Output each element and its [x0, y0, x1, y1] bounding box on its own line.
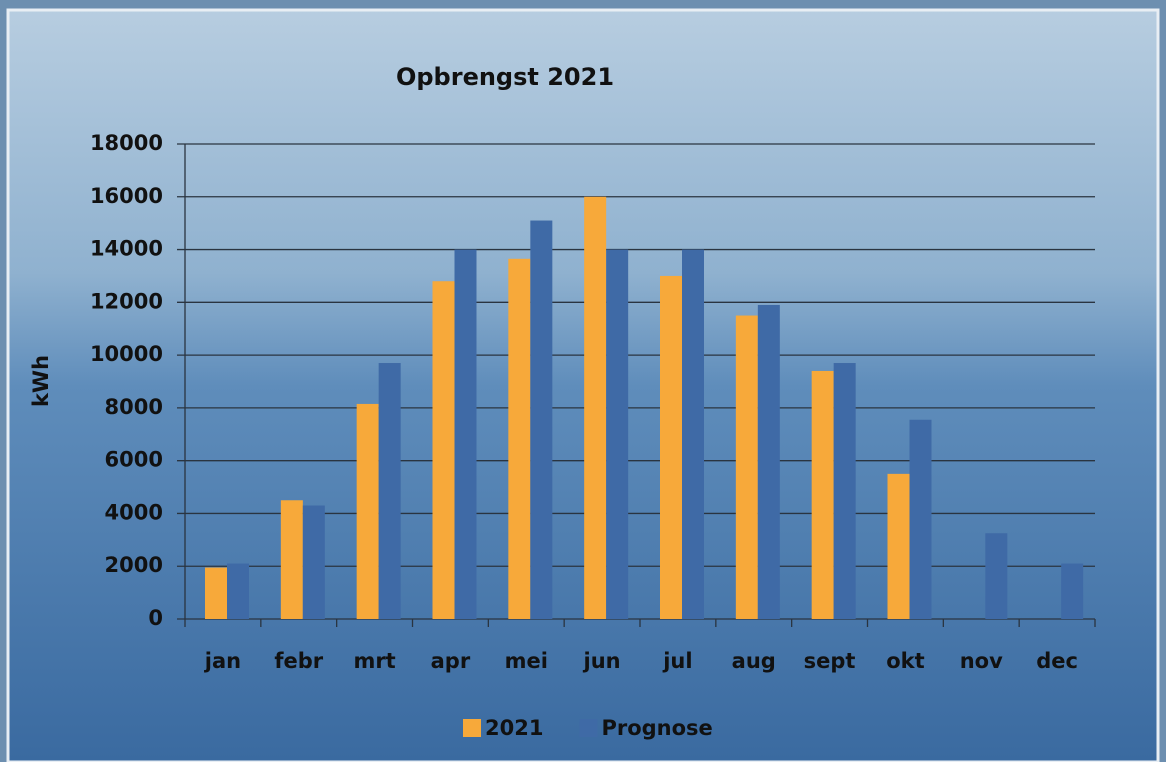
x-tick-label: dec [1036, 649, 1078, 673]
x-tick-label: mrt [353, 649, 395, 673]
bar [660, 276, 682, 619]
y-tick-label: 14000 [90, 237, 163, 261]
x-tick-label: aug [732, 649, 776, 673]
y-tick-label: 18000 [90, 131, 163, 155]
y-tick-label: 8000 [105, 395, 163, 419]
bar [910, 420, 932, 619]
bar [379, 363, 401, 619]
bar [227, 564, 249, 619]
bar [736, 316, 758, 619]
legend-label: Prognose [601, 716, 712, 740]
y-tick-label: 4000 [105, 500, 163, 524]
y-tick-label: 2000 [105, 553, 163, 577]
x-tick-label: sept [804, 649, 856, 673]
bar [888, 474, 910, 619]
x-tick-label: jan [204, 649, 241, 673]
bar [682, 250, 704, 619]
y-tick-label: 12000 [90, 289, 163, 313]
x-tick-label: jul [662, 649, 692, 673]
bar [357, 404, 379, 619]
chart-title: Opbrengst 2021 [396, 63, 614, 91]
x-tick-label: jun [583, 649, 621, 673]
x-tick-label: apr [431, 649, 471, 673]
bar [584, 197, 606, 619]
y-axis-label: kWh [29, 355, 53, 407]
y-tick-label: 16000 [90, 184, 163, 208]
bar [205, 568, 227, 619]
bar [303, 506, 325, 619]
x-tick-label: mei [505, 649, 548, 673]
y-tick-label: 6000 [105, 448, 163, 472]
bar [812, 371, 834, 619]
bar [1061, 564, 1083, 619]
legend-swatch [579, 719, 597, 737]
bar [985, 533, 1007, 619]
legend-label: 2021 [485, 716, 543, 740]
bar [508, 259, 530, 619]
y-tick-label: 0 [148, 606, 163, 630]
bar [758, 305, 780, 619]
x-tick-label: nov [960, 649, 1003, 673]
bar [834, 363, 856, 619]
bar [530, 221, 552, 619]
bar [606, 250, 628, 619]
legend-swatch [463, 719, 481, 737]
bar [433, 281, 455, 619]
y-tick-label: 10000 [90, 342, 163, 366]
bar [281, 500, 303, 619]
x-tick-label: febr [274, 649, 323, 673]
chart: Opbrengst 2021 kWh 0 2000 4000 6000 8000 1000… [0, 0, 1166, 762]
bar [455, 250, 477, 619]
x-tick-label: okt [886, 649, 924, 673]
